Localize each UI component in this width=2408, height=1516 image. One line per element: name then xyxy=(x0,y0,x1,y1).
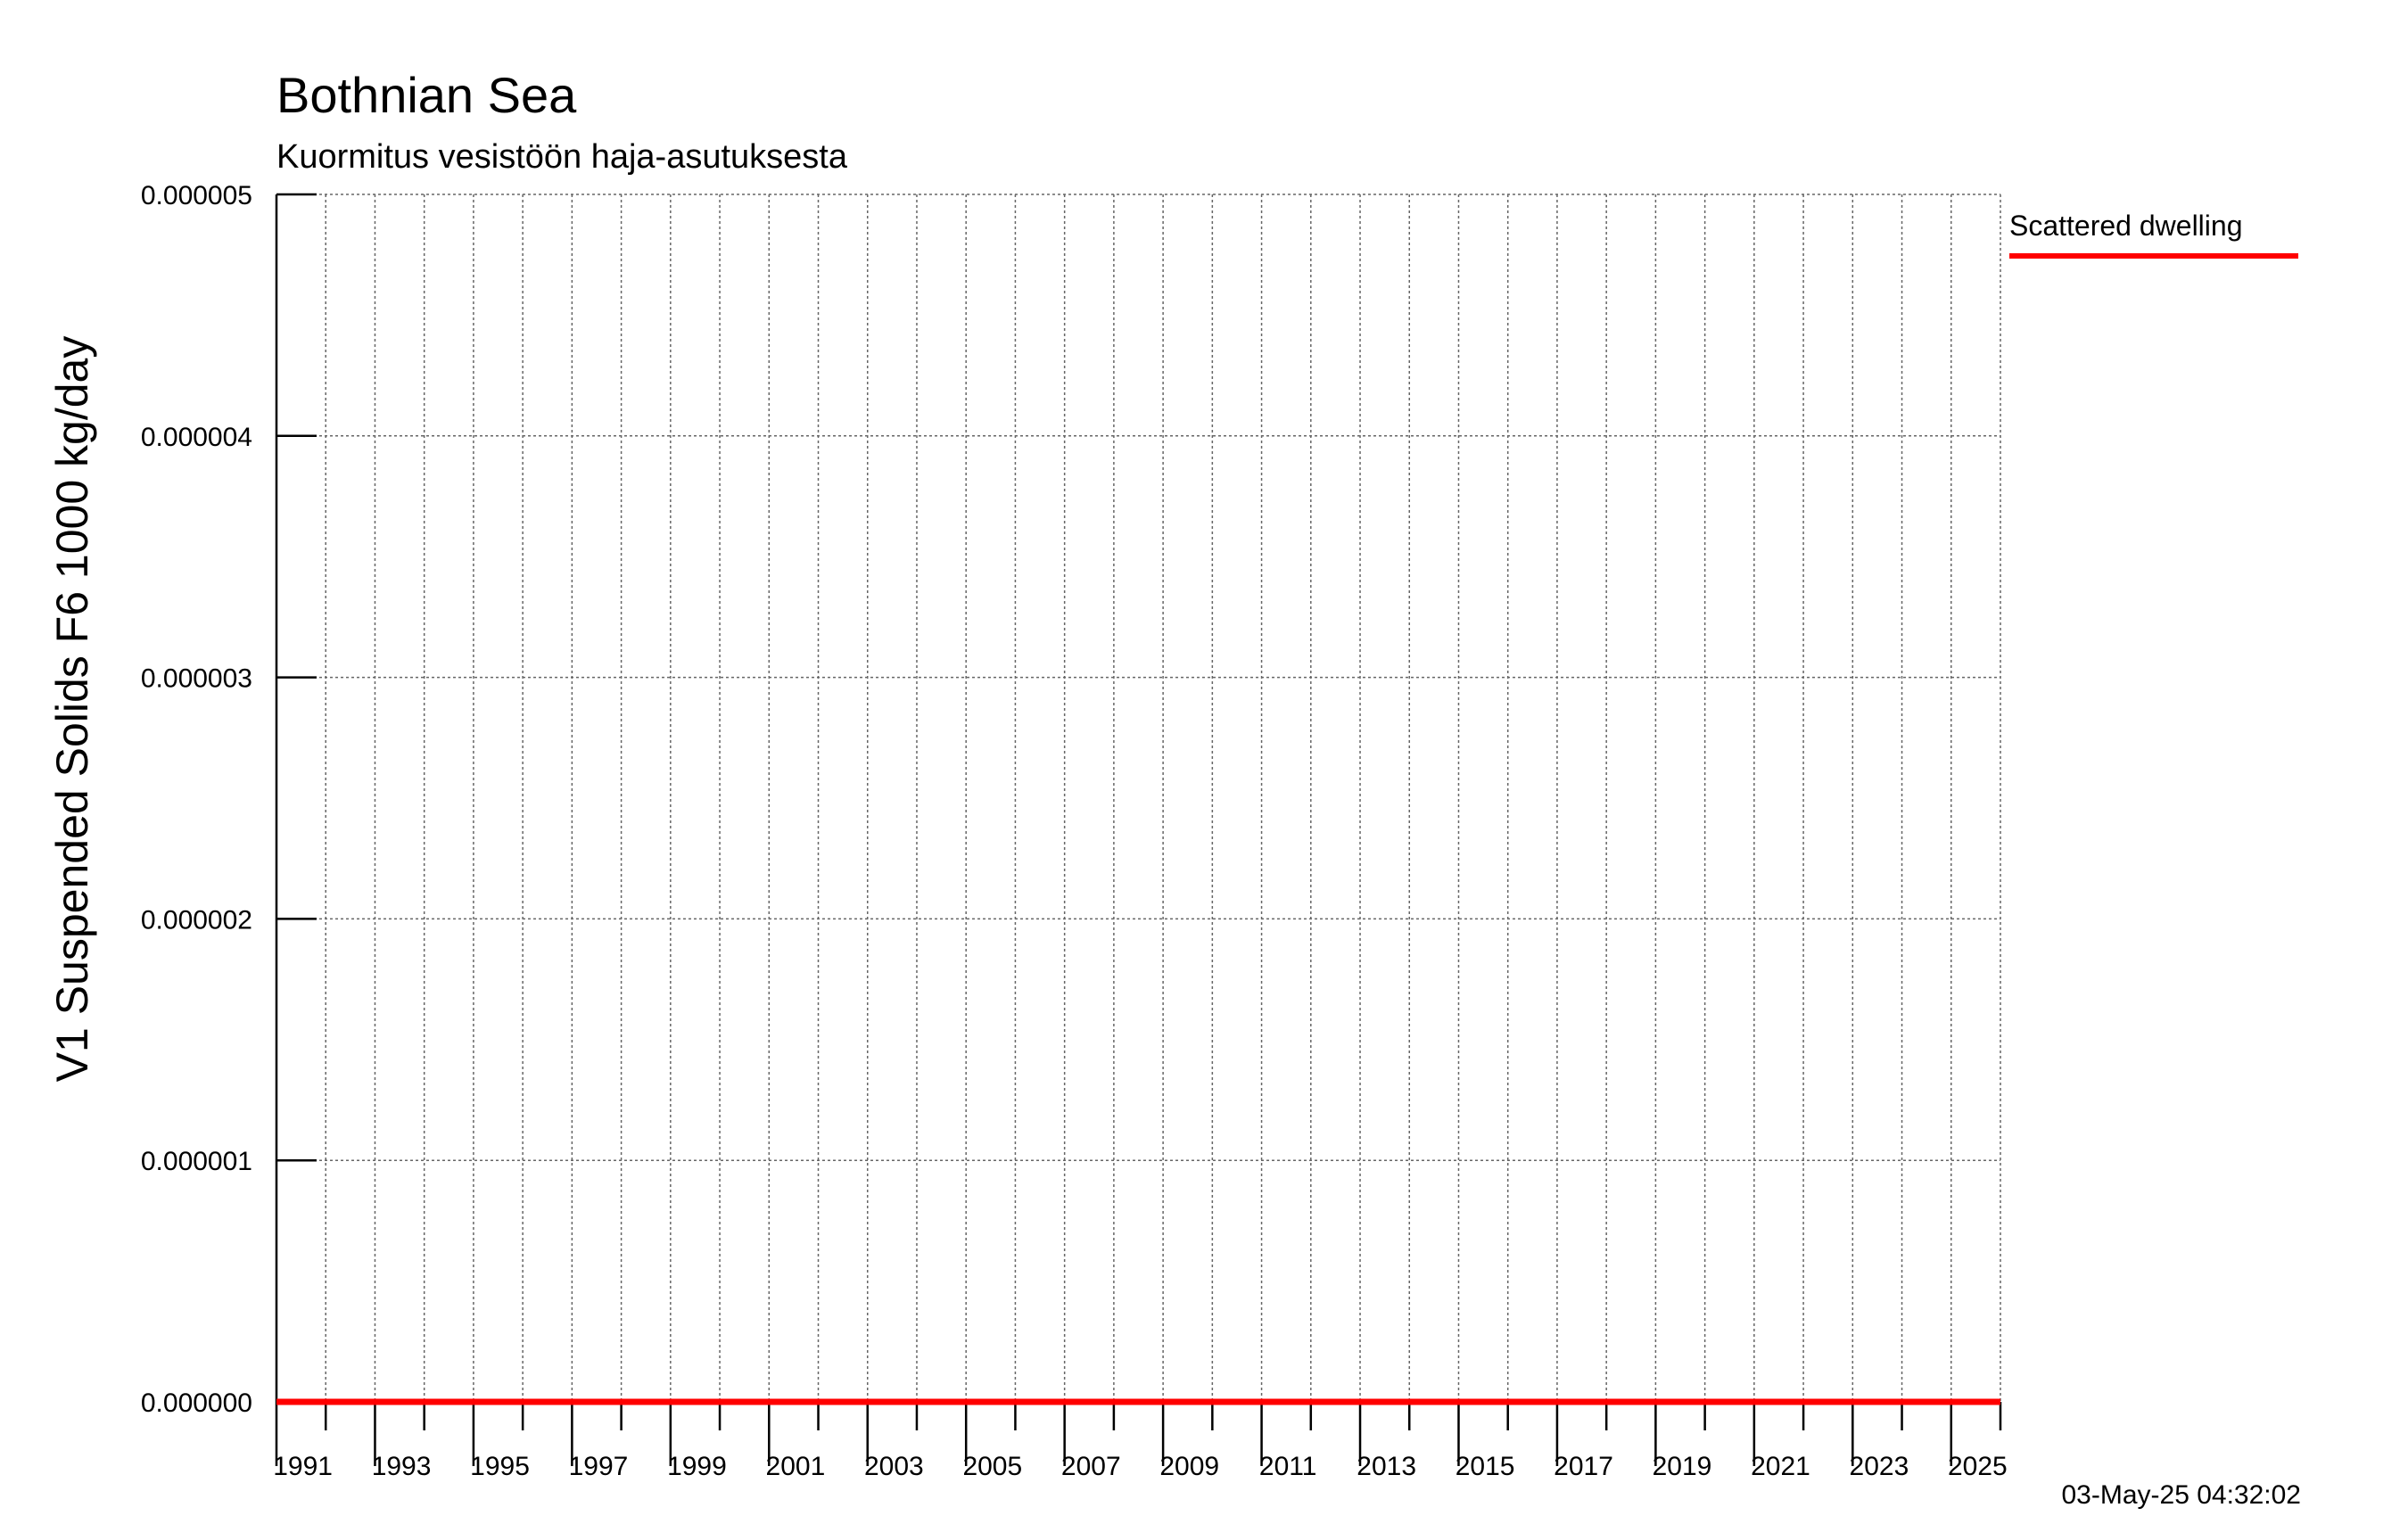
x-tick-label: 2021 xyxy=(1751,1452,1810,1481)
x-tick-label: 2005 xyxy=(962,1452,1022,1481)
y-tick-label: 0.000004 xyxy=(141,423,252,452)
x-tick-label: 2017 xyxy=(1554,1452,1613,1481)
y-tick-label: 0.000005 xyxy=(141,181,252,210)
y-tick-label: 0.000002 xyxy=(141,905,252,935)
x-tick-label: 1993 xyxy=(372,1452,432,1481)
x-tick-label: 2009 xyxy=(1159,1452,1219,1481)
grid xyxy=(276,194,2001,1402)
x-tick-label: 2023 xyxy=(1850,1452,1909,1481)
y-tick-label: 0.000003 xyxy=(141,664,252,694)
y-axis-label: V1 Suspended Solids F6 1000 kg/day xyxy=(47,336,97,1083)
x-tick-label: 1995 xyxy=(470,1452,530,1481)
x-tick-label: 2007 xyxy=(1061,1452,1121,1481)
x-tick-label: 2015 xyxy=(1456,1452,1515,1481)
chart-title: Bothnian Sea xyxy=(276,67,577,123)
y-tick-label: 0.000001 xyxy=(141,1147,252,1176)
x-tick-label: 2025 xyxy=(1948,1452,2008,1481)
x-ticks: 1991 1993 1995 1997 1999 2001 2003 2005 2007 2009… xyxy=(273,1402,2008,1481)
x-tick-label: 2013 xyxy=(1357,1452,1416,1481)
x-tick-label: 1997 xyxy=(569,1452,629,1481)
y-tick-label: 0.000000 xyxy=(141,1388,252,1418)
legend-label: Scattered dwelling xyxy=(2009,210,2242,242)
x-tick-label: 2011 xyxy=(1259,1452,1317,1481)
x-tick-label: 2019 xyxy=(1653,1452,1712,1481)
timestamp: 03-May-25 04:32:02 xyxy=(2061,1480,2301,1510)
x-tick-label: 2001 xyxy=(766,1452,826,1481)
y-ticks: 0.000000 0.000001 0.000002 0.000003 0.000004… xyxy=(141,181,317,1418)
chart-subtitle: Kuormitus vesistöön haja-asutuksesta xyxy=(276,138,848,176)
x-tick-label: 1999 xyxy=(667,1452,727,1481)
legend: Scattered dwelling xyxy=(2009,210,2298,259)
x-tick-label: 2003 xyxy=(864,1452,924,1481)
x-tick-label: 1991 xyxy=(273,1452,333,1481)
